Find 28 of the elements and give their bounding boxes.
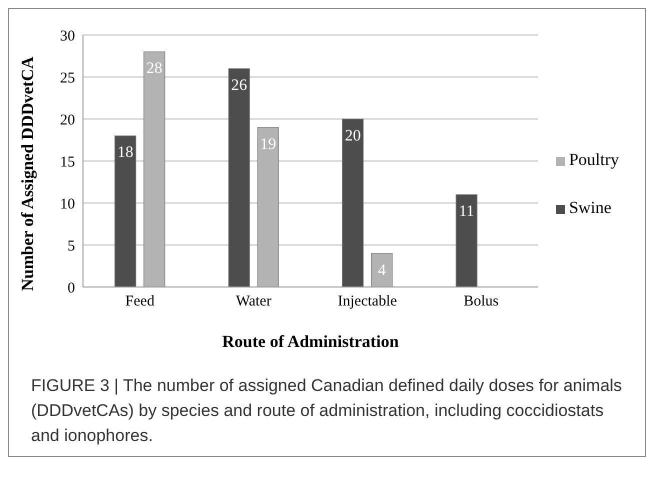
x-tick-label: Water [236,294,272,310]
x-axis-title: Route of Administration [222,332,400,351]
data-label: 4 [378,262,386,279]
data-label: 20 [344,127,361,144]
y-tick-label: 30 [60,28,75,44]
y-tick-label: 5 [68,238,75,254]
data-label: 28 [146,60,162,78]
y-tick-label: 10 [60,196,75,212]
data-label: 26 [231,76,248,94]
y-tick-label: 15 [60,154,75,170]
data-label: 18 [117,144,134,162]
y-tick-label: 0 [68,280,75,296]
x-tick-label: Injectable [338,294,398,310]
bar [456,194,478,287]
y-tick-label: 25 [60,70,75,86]
y-axis-title: Number of Assigned DDDvetCA [18,56,38,291]
bar [342,118,364,287]
bar [114,136,136,287]
legend-label: Poultry [568,150,619,169]
legend-label: Swine [568,198,612,217]
data-label: 19 [260,136,276,153]
x-tick-label: Feed [125,294,155,310]
bar [228,68,250,287]
bar [371,253,393,287]
y-tick-label: 20 [60,112,75,128]
data-label: 11 [458,202,474,220]
x-tick-label: Bolus [464,294,499,310]
caption: FIGURE 3 | The number of assigned Canadian defined daily doses for animals (DDDvetCAs) by species and route of administration, including coccidiostats and ionophores. [30,375,623,447]
